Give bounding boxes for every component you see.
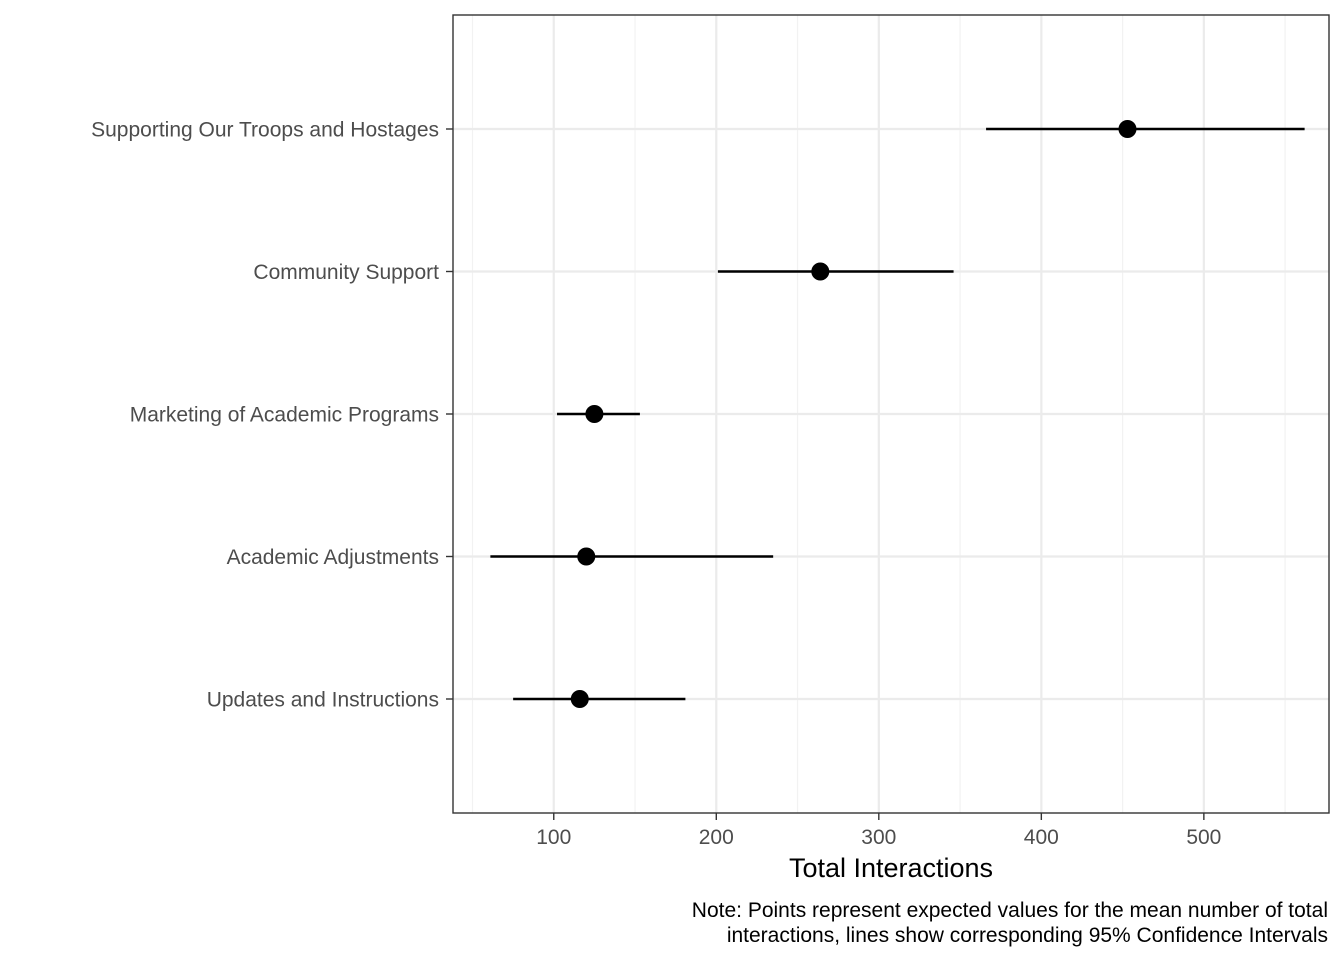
y-tick-label: Academic Adjustments: [227, 546, 439, 569]
y-tick-label: Community Support: [253, 261, 439, 284]
x-tick-label: 300: [861, 826, 896, 849]
y-tick-label: Marketing of Academic Programs: [130, 404, 439, 427]
y-tick-label: Updates and Instructions: [207, 689, 439, 712]
data-point: [585, 405, 604, 423]
caption-line-1: Note: Points represent expected values f…: [692, 899, 1328, 922]
data-point: [577, 547, 596, 566]
y-tick-label: Supporting Our Troops and Hostages: [91, 119, 439, 142]
caption-line-2: interactions, lines show corresponding 9…: [727, 924, 1328, 947]
confidence-intervals: [490, 127, 1305, 701]
y-axis-ticks: Updates and Instructions Academic Adjustm…: [91, 119, 453, 712]
x-tick-label: 500: [1186, 826, 1221, 849]
data-point: [811, 262, 830, 281]
data-points: [570, 120, 1137, 708]
x-tick-label: 400: [1024, 826, 1059, 849]
x-tick-label: 200: [699, 826, 734, 849]
x-tick-label: 100: [536, 826, 571, 849]
data-point: [570, 690, 589, 708]
x-axis-ticks: 100 200 300 400 500: [536, 813, 1221, 849]
data-point: [1118, 120, 1137, 138]
x-axis-title: Total Interactions: [789, 853, 993, 883]
